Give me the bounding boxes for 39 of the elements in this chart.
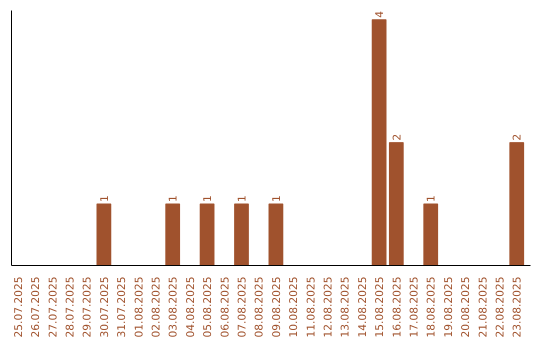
- x-tick-label: 07.08.2025: [236, 276, 248, 338]
- data-label: 1: [98, 195, 111, 202]
- data-label: 4: [373, 10, 386, 18]
- x-tick-label: 15.08.2025: [373, 276, 386, 338]
- x-tick-label: 28.07.2025: [63, 276, 76, 338]
- x-tick-label: 29.07.2025: [80, 276, 94, 338]
- x-tick-label: 02.08.2025: [149, 276, 162, 338]
- x-tick-label: 12.08.2025: [322, 276, 335, 338]
- x-tick-label: 04.08.2025: [184, 276, 197, 338]
- x-tick-label: 21.08.2025: [476, 276, 490, 338]
- x-tick-label: 03.08.2025: [166, 276, 180, 338]
- x-tick-label: 13.08.2025: [338, 276, 352, 338]
- x-tick-label: 18.08.2025: [424, 276, 438, 338]
- x-tick-label: 08.08.2025: [252, 276, 266, 338]
- x-tick-label: 17.08.2025: [408, 276, 421, 338]
- x-tick-label: 25.07.2025: [12, 276, 25, 338]
- data-label: 1: [236, 195, 248, 202]
- data-label: 2: [390, 134, 404, 141]
- x-tick-label: 27.07.2025: [46, 276, 60, 338]
- x-tick-label: 26.07.2025: [29, 276, 42, 338]
- x-tick-label: 20.08.2025: [459, 276, 472, 338]
- data-label: 1: [201, 195, 214, 202]
- x-tick-label: 11.08.2025: [304, 276, 318, 338]
- x-tick-label: 16.08.2025: [390, 276, 404, 338]
- x-tick-label: 23.08.2025: [510, 276, 524, 338]
- data-label: 2: [510, 134, 524, 141]
- x-tick-label: 09.08.2025: [270, 276, 283, 338]
- x-tick-label: 06.08.2025: [218, 276, 232, 338]
- x-tick-label: 22.08.2025: [494, 276, 507, 338]
- x-tick-label: 05.08.2025: [201, 276, 214, 338]
- x-tick-label: 10.08.2025: [287, 276, 300, 338]
- data-label: 1: [270, 195, 283, 202]
- x-tick-label: 31.07.2025: [115, 276, 128, 338]
- data-label: 1: [424, 195, 438, 202]
- data-label: 1: [166, 195, 180, 202]
- x-tick-label: 14.08.2025: [356, 276, 369, 338]
- x-tick-label: 01.08.2025: [132, 276, 146, 338]
- x-tick-label: 19.08.2025: [442, 276, 455, 338]
- x-tick-label: 30.07.2025: [98, 276, 111, 338]
